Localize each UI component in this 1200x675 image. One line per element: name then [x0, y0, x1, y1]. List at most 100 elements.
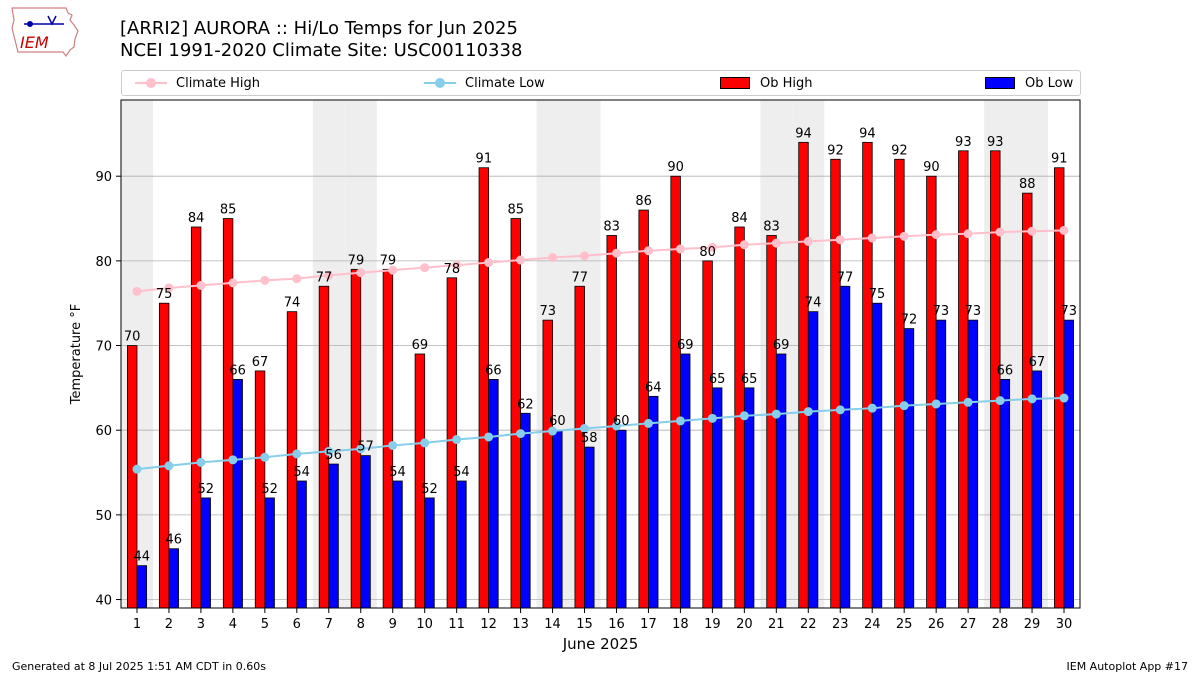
data-label-ob-high: 77: [571, 270, 588, 285]
footer-generated: Generated at 8 Jul 2025 1:51 AM CDT in 0…: [12, 660, 266, 673]
point-climate-low: [771, 409, 781, 419]
data-label-ob-high: 90: [923, 160, 940, 175]
point-climate-high: [484, 258, 494, 268]
point-climate-low: [707, 413, 717, 423]
point-climate-low: [420, 438, 430, 448]
ob-low-swatch: [985, 77, 1015, 89]
bar-ob-high: [158, 302, 170, 609]
data-label-ob-low: 60: [549, 414, 566, 429]
bar-ob-low: [520, 412, 531, 609]
x-tick-label: 29: [1024, 617, 1041, 632]
point-climate-high: [228, 278, 238, 288]
data-label-ob-high: 83: [763, 219, 780, 234]
point-climate-low: [643, 418, 653, 428]
data-label-ob-high: 84: [731, 211, 748, 226]
bar-ob-low: [648, 395, 659, 609]
data-label-ob-high: 69: [412, 338, 429, 353]
point-climate-high: [516, 255, 526, 265]
point-climate-high: [867, 233, 877, 243]
data-label-ob-high: 90: [667, 160, 684, 175]
data-label-ob-high: 85: [508, 203, 525, 218]
y-tick-label: 60: [95, 424, 112, 439]
point-climate-high: [675, 244, 685, 254]
data-label-ob-high: 84: [188, 211, 205, 226]
bar-ob-low: [264, 497, 275, 609]
point-climate-low: [484, 432, 494, 442]
bar-ob-high: [478, 167, 490, 609]
bar-ob-low: [711, 387, 723, 609]
footer-app: IEM Autoplot App #17: [1066, 660, 1189, 673]
bar-ob-high: [510, 218, 521, 609]
bar-ob-high: [1054, 167, 1065, 609]
data-label-ob-low: 77: [837, 270, 854, 285]
point-climate-high: [611, 248, 621, 258]
point-climate-high: [707, 242, 717, 252]
data-label-ob-high: 79: [348, 253, 365, 268]
weekend-band: [344, 100, 377, 608]
legend-ob-high: Ob High: [720, 71, 813, 95]
data-label-ob-high: 92: [827, 143, 844, 158]
x-tick-label: 6: [293, 617, 301, 632]
data-label-ob-high: 94: [859, 126, 876, 141]
data-label-ob-high: 93: [955, 135, 972, 150]
data-label-ob-high: 73: [539, 304, 556, 319]
bar-ob-high: [702, 260, 713, 609]
data-label-ob-low: 72: [901, 313, 918, 328]
bar-ob-high: [990, 150, 1001, 609]
bar-ob-low: [328, 463, 339, 609]
bar-ob-low: [168, 548, 179, 609]
bar-ob-low: [999, 378, 1011, 609]
y-tick-label: 40: [95, 594, 112, 609]
bar-ob-low: [807, 311, 819, 609]
bar-ob-high: [254, 370, 266, 609]
y-axis-label: Temperature °F: [69, 304, 84, 405]
bar-ob-low: [839, 285, 851, 609]
bar-ob-high: [830, 158, 841, 609]
bar-ob-low: [136, 565, 147, 609]
bar-ob-high: [542, 319, 553, 609]
plot-frame: [120, 99, 1081, 609]
point-climate-low: [196, 457, 206, 467]
bar-ob-low: [775, 353, 787, 609]
x-tick-label: 1: [133, 617, 141, 632]
data-label-ob-low: 66: [229, 363, 246, 378]
bar-ob-high: [766, 235, 777, 609]
data-label-ob-high: 79: [380, 253, 397, 268]
bar-ob-high: [574, 285, 585, 609]
data-label-ob-high: 75: [156, 287, 173, 302]
point-climate-low: [164, 461, 174, 471]
data-label-ob-low: 66: [997, 363, 1014, 378]
point-climate-low: [1059, 393, 1069, 403]
climate-high-swatch: [135, 78, 167, 88]
data-label-ob-high: 85: [220, 203, 237, 218]
data-label-ob-high: 91: [1051, 152, 1068, 167]
data-label-ob-high: 74: [284, 296, 301, 311]
bar-ob-low: [1031, 370, 1043, 609]
point-climate-low: [963, 397, 973, 407]
data-label-ob-low: 74: [805, 296, 822, 311]
x-tick-label: 28: [992, 617, 1009, 632]
data-label-ob-high: 70: [124, 330, 141, 345]
point-climate-low: [803, 407, 813, 417]
bar-ob-low: [360, 455, 371, 609]
weekend-band: [760, 100, 793, 608]
bar-ob-high: [638, 209, 649, 609]
point-climate-low: [452, 435, 462, 445]
bar-ob-high: [190, 226, 202, 609]
climate-low-swatch: [424, 78, 456, 88]
x-tick-label: 24: [864, 617, 881, 632]
data-label-ob-low: 73: [1061, 304, 1078, 319]
point-climate-high: [292, 274, 302, 284]
bar-ob-low: [584, 446, 595, 609]
legend-ob-low: Ob Low: [985, 71, 1073, 95]
data-label-ob-high: 86: [635, 194, 652, 209]
x-tick-label: 5: [261, 617, 269, 632]
bar-ob-low: [296, 480, 307, 609]
data-label-ob-low: 65: [709, 372, 726, 387]
data-label-ob-low: 69: [677, 338, 694, 353]
bar-ob-high: [606, 235, 617, 609]
x-tick-label: 10: [416, 617, 433, 632]
point-climate-low: [548, 426, 558, 436]
y-tick-label: 70: [95, 340, 112, 355]
data-label-ob-low: 73: [933, 304, 950, 319]
